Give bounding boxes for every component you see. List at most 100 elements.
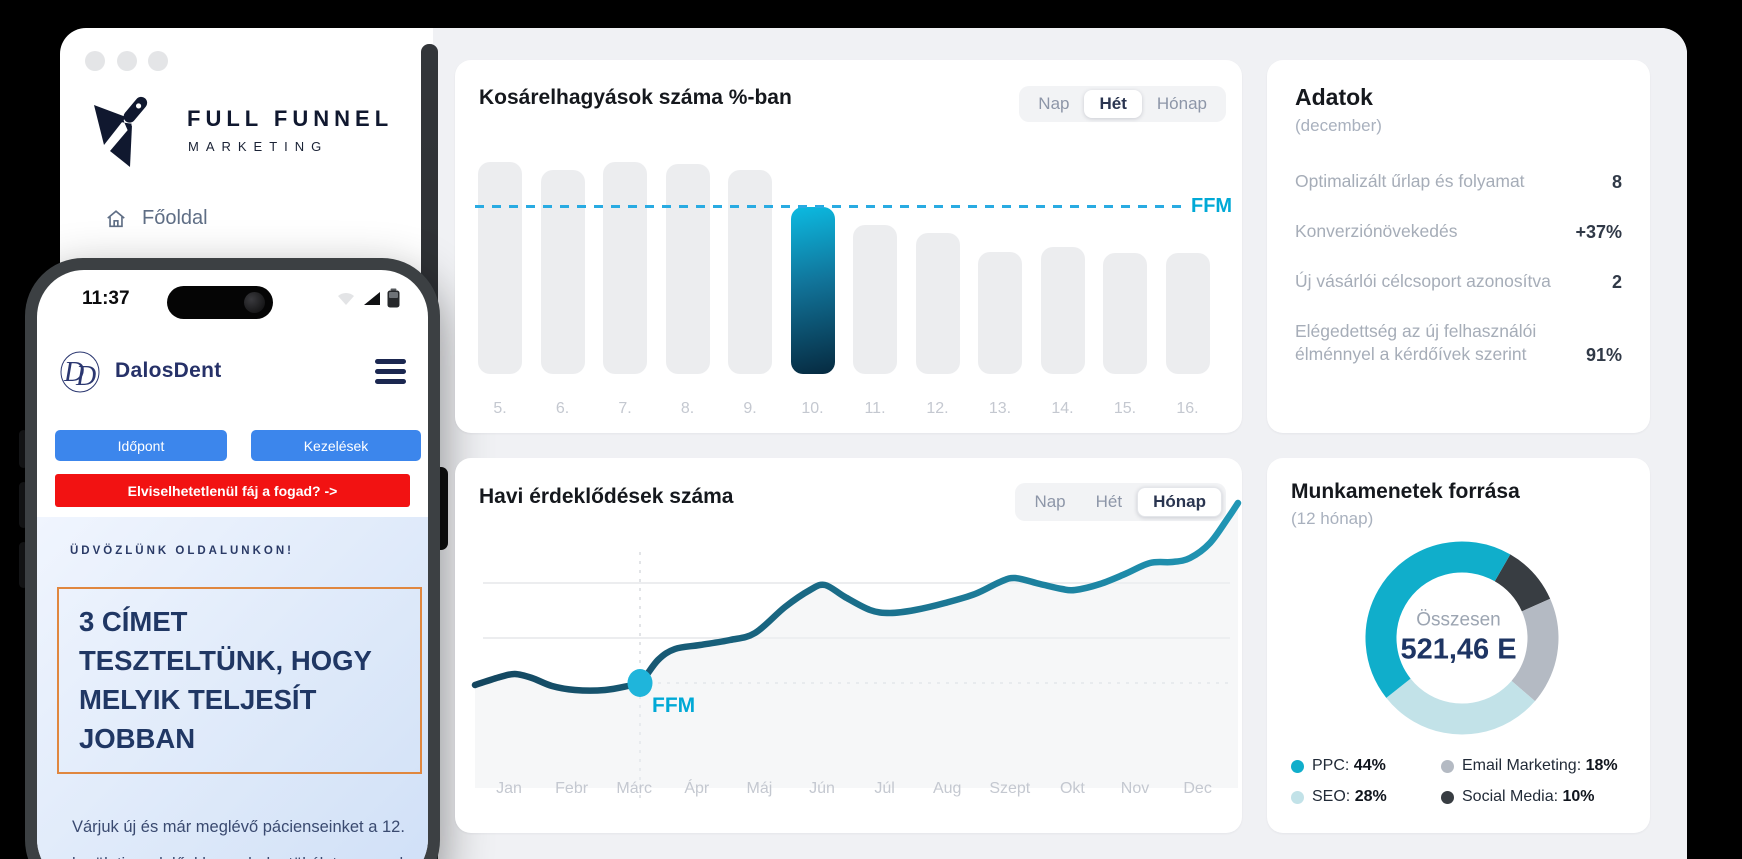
tab-month[interactable]: Hónap (1137, 487, 1222, 517)
tab-week[interactable]: Hét (1084, 90, 1142, 118)
x-axis-label: Aug (932, 780, 962, 797)
period-tab-group: Nap Hét Hónap (1015, 483, 1226, 521)
x-axis-labels: Jan Febr Márc Ápr Máj Jún Júl Aug Szept Okt Nov Dec (455, 458, 1242, 833)
bar-axis-label: 11. (864, 400, 886, 417)
donut-center-label: Összesen 521,46 E (1400, 609, 1517, 666)
legend-item-email-marketing: Email Marketing: 18% (1441, 757, 1626, 775)
home-icon (107, 209, 125, 227)
tab-day[interactable]: Nap (1019, 487, 1080, 517)
x-axis-label: Okt (1059, 780, 1085, 797)
session-sources-card: Munkamenetek forrása (12 hónap) Összesen… (1267, 458, 1650, 833)
dalosdent-logo: D D (60, 351, 100, 393)
legend-dot (1441, 759, 1454, 773)
x-axis-label: Nov (1120, 780, 1150, 797)
metric-value: 8 (1611, 172, 1622, 192)
tab-day[interactable]: Nap (1023, 90, 1084, 118)
hero-headline-line: MELYIK TELJESÍT (79, 684, 317, 715)
metric-row: Új vásárlói célcsoport azonosítva 2 (1295, 270, 1622, 293)
adatok-card: Adatok (december) Optimalizált űrlap és … (1267, 60, 1650, 433)
ffm-rocket-logo-icon (94, 96, 148, 167)
metric-label: Konverziónövekedés (1295, 221, 1458, 241)
bar (1165, 253, 1210, 374)
status-bar-time: 11:37 (82, 288, 130, 309)
donut-chart: Összesen 521,46 E (1291, 531, 1626, 749)
hero-headline-line: JOBBAN (79, 723, 196, 754)
x-axis-label: Ápr (684, 780, 710, 797)
toothache-cta-banner[interactable]: Elviselhetetlenül fáj a fogad? -> (55, 474, 410, 507)
metric-list: Optimalizált űrlap és folyamat 8 Konverzió… (1295, 170, 1622, 366)
bar (478, 162, 522, 374)
line-marker-dot (627, 669, 653, 697)
bar-axis-label: 9. (743, 400, 757, 417)
legend-item-social-media: Social Media: 10% (1441, 788, 1626, 806)
donut-segment-ppc (1365, 541, 1559, 735)
hero-paragraph-line: kerületi rendelőnkben, ahol a tökéletes … (72, 846, 411, 859)
window-control-dot (148, 51, 168, 71)
hamburger-menu-icon[interactable] (375, 358, 406, 384)
front-camera (244, 292, 265, 313)
x-axis-label: Máj (746, 780, 773, 797)
donut-segment-email-marketing (1365, 541, 1559, 735)
tab-week[interactable]: Hét (1081, 487, 1137, 517)
legend-item-ppc: PPC: 44% (1291, 757, 1441, 775)
bar (728, 170, 772, 374)
line-chart (471, 499, 1242, 798)
welcome-kicker: ÜDVÖZLÜNK OLDALUNKON! (70, 545, 294, 557)
x-axis-label: Dec (1183, 780, 1212, 797)
card-title: Havi érdeklődések száma (479, 485, 734, 508)
x-axis-label: Febr (555, 780, 589, 797)
logo-subtext: MARKETING (188, 139, 329, 154)
metric-value: 91% (1585, 345, 1622, 365)
sidebar-item-home[interactable]: Főoldal (105, 207, 208, 230)
metric-value: 2 (1611, 272, 1622, 292)
treatments-button[interactable]: Kezelések (251, 430, 421, 461)
svg-text:D: D (63, 357, 84, 388)
legend-dot (1441, 790, 1454, 804)
bar (853, 225, 897, 374)
hero-paragraph-line: Várjuk új és már meglévő pácienseinket a… (72, 818, 405, 836)
bar-axis-label: 14. (1051, 400, 1074, 417)
bar-chart: 5. 6. 7. 8. 9. 10. 11. 12. 13. 14. 15. 16. (455, 60, 1242, 433)
hero-headline-line: TESZTELTÜNK, HOGY (79, 645, 372, 676)
metric-label: Új vásárlói célcsoport azonosítva (1295, 271, 1551, 291)
bar-axis-label: 10. (801, 400, 824, 417)
metric-value: +37% (1575, 222, 1622, 242)
metric-row: Elégedettség az új felhasználói élménnye… (1295, 320, 1622, 366)
appointment-button[interactable]: Időpont (55, 430, 227, 461)
metric-label: Optimalizált űrlap és folyamat (1295, 171, 1525, 191)
bar (603, 162, 647, 374)
cart-abandonment-card: Kosárelhagyások száma %-ban Nap Hét Hóna… (455, 60, 1242, 433)
x-axis-label: Júl (874, 780, 895, 797)
battery-icon (387, 288, 400, 308)
metric-row: Konverziónövekedés +37% (1295, 220, 1622, 243)
metric-label: Elégedettség az új felhasználói élménnye… (1295, 321, 1537, 364)
donut-legend: PPC: 44% Email Marketing: 18% SEO: 28% Soci… (1291, 757, 1626, 806)
hero-headline-box: 3 CÍMET TESZTELTÜNK, HOGY MELYIK TELJESÍT J… (57, 587, 422, 774)
bar-axis-label: 8. (680, 400, 695, 417)
donut-segment-seo (1365, 541, 1559, 735)
dynamic-island (167, 286, 273, 319)
metric-row: Optimalizált űrlap és folyamat 8 (1295, 170, 1622, 193)
site-header: D D DalosDent (59, 348, 406, 394)
status-bar-icons (335, 288, 400, 308)
window-control-dot (85, 51, 105, 71)
bar (1040, 247, 1085, 374)
bar-axis-label: 7. (618, 400, 632, 417)
phone-mute-switch (19, 430, 28, 468)
bar-axis-label: 16. (1176, 400, 1199, 417)
card-subtitle: (december) (1295, 116, 1382, 135)
bar (915, 233, 960, 374)
tab-month[interactable]: Hónap (1142, 90, 1222, 118)
bar-axis-label: 13. (988, 400, 1012, 417)
hero-paragraph: Várjuk új és már meglévő pácienseinket a… (72, 809, 411, 859)
card-subtitle: (12 hónap) (1291, 509, 1374, 528)
bar (540, 170, 585, 374)
cellular-signal-icon (364, 291, 380, 305)
marker-label: FFM (652, 694, 696, 717)
x-axis-label: Szept (989, 780, 1031, 797)
bar (790, 207, 835, 374)
bar-axis-label: 15. (1113, 400, 1137, 417)
x-axis-label: Jún (809, 780, 835, 797)
card-title: Kosárelhagyások száma %-ban (479, 86, 792, 109)
